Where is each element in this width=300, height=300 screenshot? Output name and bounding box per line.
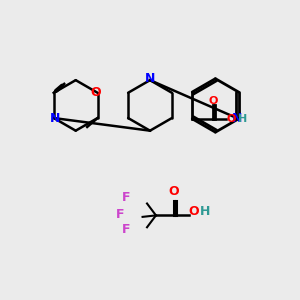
Text: O: O xyxy=(189,206,199,218)
Text: H: H xyxy=(200,206,210,218)
Text: F: F xyxy=(122,190,130,203)
Text: N: N xyxy=(232,112,242,125)
Text: N: N xyxy=(145,72,155,85)
Text: O: O xyxy=(91,86,101,99)
Text: O: O xyxy=(169,184,179,198)
Text: N: N xyxy=(50,112,61,124)
Text: F: F xyxy=(116,208,124,221)
Text: O: O xyxy=(226,114,236,124)
Text: O: O xyxy=(208,96,218,106)
Text: H: H xyxy=(238,114,248,124)
Text: F: F xyxy=(122,223,130,236)
